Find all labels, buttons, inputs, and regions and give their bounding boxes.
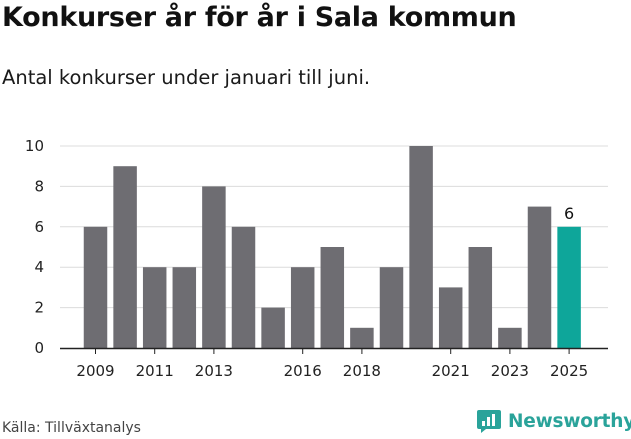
- bar-2022: [468, 247, 493, 348]
- y-tick-label: 2: [34, 299, 44, 317]
- bar-2025: [557, 226, 581, 348]
- bar-2024: [527, 206, 552, 348]
- y-tick-label: 10: [25, 137, 44, 155]
- chart-title: Konkurser år för år i Sala kommun: [2, 2, 517, 33]
- x-tick-label: 2023: [491, 362, 529, 380]
- bar-2020: [409, 146, 433, 348]
- bar-2012: [172, 267, 197, 348]
- bar-2016: [290, 267, 315, 348]
- y-tick-label: 8: [34, 177, 44, 195]
- brand-logo[interactable]: Newsworthy: [476, 408, 631, 434]
- x-tick-label: 2025: [550, 362, 588, 380]
- y-axis-ticks: 0 2 4 6 8 10: [25, 137, 44, 357]
- y-tick-label: 4: [34, 258, 44, 276]
- y-tick-label: 6: [34, 218, 44, 236]
- bar-chart: 0 2 4 6 8 10 2009 2011 2013 2016 2018 2021 2023 2025…: [25, 137, 608, 380]
- x-tick-label: 2011: [136, 362, 174, 380]
- bar-2017: [320, 247, 345, 348]
- chart-subtitle: Antal konkurser under januari till juni.: [2, 66, 371, 89]
- data-label-2025: 6: [564, 204, 574, 223]
- bar-2009: [83, 226, 108, 348]
- y-tick-label: 0: [34, 339, 44, 357]
- x-tick-label: 2018: [343, 362, 381, 380]
- bars: [83, 146, 581, 348]
- bar-2015: [261, 307, 285, 348]
- bar-2011: [142, 267, 167, 348]
- x-axis-ticks: 2009 2011 2013 2016 2018 2021 2023 2025: [76, 348, 588, 380]
- x-tick-label: 2009: [76, 362, 114, 380]
- data-labels: 6: [564, 204, 574, 223]
- x-tick-label: 2013: [195, 362, 233, 380]
- x-tick-label: 2016: [284, 362, 322, 380]
- brand-name: Newsworthy: [508, 410, 631, 432]
- bar-2023: [498, 327, 522, 348]
- bar-2021: [438, 287, 463, 348]
- bar-2018: [350, 327, 374, 348]
- bar-2013: [202, 186, 226, 348]
- bar-2014: [231, 226, 256, 348]
- bar-2010: [113, 166, 137, 348]
- source-note: Källa: Tillväxtanalys: [2, 420, 141, 436]
- x-tick-label: 2021: [432, 362, 470, 380]
- bar-2019: [379, 267, 404, 348]
- newsworthy-logo-icon: [477, 410, 501, 433]
